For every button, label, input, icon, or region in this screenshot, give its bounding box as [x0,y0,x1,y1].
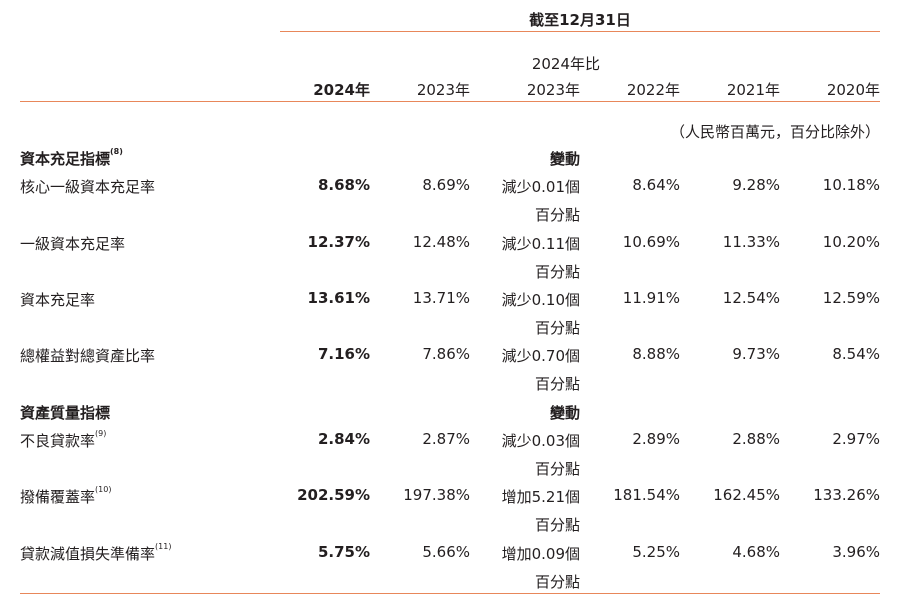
section-title-text: 資產質量指標 [20,404,111,422]
value-2023: 13.71% [412,289,470,307]
header-rule-bottom [20,101,880,102]
value-2022: 11.91% [622,289,680,307]
value-2022: 5.25% [632,543,680,561]
value-2022: 10.69% [622,233,680,251]
value-2024: 13.61% [307,289,370,307]
value-change-unit: 百分點 [534,460,580,478]
footnote-marker: (8) [110,147,123,156]
value-2020: 10.20% [822,233,880,251]
column-2022-heading: 2022年 [626,81,680,99]
column-change-heading: 2023年 [526,81,580,99]
row-label: 一級資本充足率 [20,235,126,253]
value-change: 增加0.09個 [501,545,580,563]
row-label: 核心一級資本充足率 [20,178,156,196]
footnote-marker: (9) [95,429,107,438]
value-change-unit: 百分點 [534,375,580,393]
value-2022: 181.54% [613,486,680,504]
row-label: 不良貸款率 [20,432,96,450]
value-2023: 12.48% [412,233,470,251]
value-2020: 10.18% [822,176,880,194]
value-2022: 8.64% [632,176,680,194]
row-label-with-note: 貸款減值損失準備率(11) [20,542,172,564]
value-2020: 8.54% [832,345,880,363]
value-2024: 2.84% [317,430,370,448]
value-2024: 5.75% [317,543,370,561]
value-2023: 5.66% [422,543,470,561]
value-change-unit: 百分點 [534,206,580,224]
value-2023: 197.38% [403,486,470,504]
value-2021: 9.73% [732,345,780,363]
value-change: 減少0.70個 [501,347,580,365]
section-title-capital-adequacy: 資本充足指標(8) [20,147,123,169]
section-title-asset-quality: 資產質量指標 [20,402,110,423]
value-2020: 2.97% [832,430,880,448]
change-column-heading-line1: 2024年比 [531,55,600,73]
footnote-marker: (10) [95,485,112,494]
as-of-heading: 截至12月31日 [529,11,631,29]
value-2024: 7.16% [317,345,370,363]
value-2021: 162.45% [713,486,780,504]
value-change: 減少0.10個 [501,291,580,309]
row-label-with-note: 不良貸款率(9) [20,429,107,451]
value-2022: 2.89% [632,430,680,448]
change-label: 變動 [549,150,580,168]
value-2023: 7.86% [422,345,470,363]
value-2020: 12.59% [822,289,880,307]
value-2024: 202.59% [297,486,370,504]
footnote-marker: (11) [155,542,172,551]
section-title-text: 資本充足指標 [20,150,111,168]
unit-note: （人民幣百萬元，百分比除外） [669,123,880,141]
value-change-unit: 百分點 [534,573,580,591]
column-2020-heading: 2020年 [826,81,880,99]
value-2021: 2.88% [732,430,780,448]
value-change: 減少0.03個 [501,432,580,450]
row-label: 撥備覆蓋率 [20,488,96,506]
value-2023: 2.87% [422,430,470,448]
row-label: 貸款減值損失準備率 [20,545,156,563]
value-2020: 133.26% [813,486,880,504]
column-2023-heading: 2023年 [416,81,470,99]
value-2024: 8.68% [317,176,370,194]
column-2024-heading: 2024年 [313,81,370,99]
value-change-unit: 百分點 [534,263,580,281]
row-label-with-note: 撥備覆蓋率(10) [20,485,112,507]
value-2020: 3.96% [832,543,880,561]
value-2024: 12.37% [307,233,370,251]
value-2022: 8.88% [632,345,680,363]
value-2021: 11.33% [722,233,780,251]
value-2023: 8.69% [422,176,470,194]
value-2021: 12.54% [722,289,780,307]
value-change-unit: 百分點 [534,319,580,337]
header-rule-top [280,31,880,32]
value-change-unit: 百分點 [534,516,580,534]
value-change: 減少0.11個 [501,235,580,253]
row-label: 資本充足率 [20,291,96,309]
row-label: 總權益對總資產比率 [20,347,156,365]
column-2021-heading: 2021年 [726,81,780,99]
change-label: 變動 [549,404,580,422]
value-2021: 9.28% [732,176,780,194]
value-change: 增加5.21個 [501,488,580,506]
value-change: 減少0.01個 [501,178,580,196]
table-bottom-rule [20,593,880,594]
value-2021: 4.68% [732,543,780,561]
